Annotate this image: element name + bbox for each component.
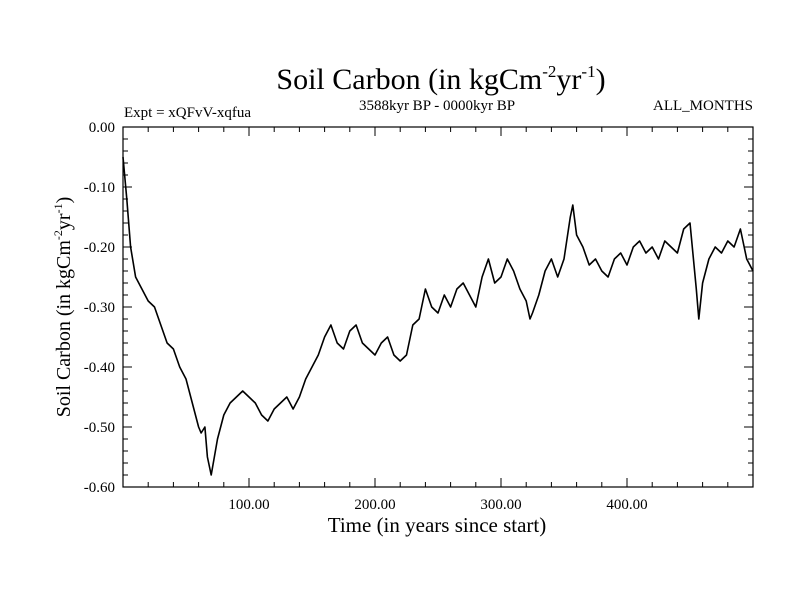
y-tick-label: -0.30 xyxy=(84,300,115,316)
y-axis-label-sup1: -2 xyxy=(51,230,65,240)
y-tick-label: -0.60 xyxy=(84,480,115,496)
chart-title-main: Soil Carbon (in kgCm xyxy=(276,63,542,96)
chart-title-mid: yr xyxy=(556,63,581,96)
experiment-label: Expt = xQFvV-xqfua xyxy=(124,105,251,121)
y-tick-label: -0.50 xyxy=(84,420,115,436)
chart-title-close: ) xyxy=(596,63,606,96)
x-axis-label: Time (in years since start) xyxy=(328,513,547,537)
chart-title: Soil Carbon (in kgCm-2yr-1) xyxy=(276,62,605,96)
plot-frame xyxy=(122,126,754,488)
x-tick-label: 300.00 xyxy=(480,497,521,513)
y-tick-label: -0.40 xyxy=(84,360,115,376)
axis-ticks: 0.00 -0.10 -0.20 -0.30 -0.40 -0.50 -0.60 100.00… xyxy=(84,120,753,513)
months-label: ALL_MONTHS xyxy=(653,98,753,114)
time-range-label: 3588kyr BP - 0000kyr BP xyxy=(359,98,515,114)
y-tick-label: -0.20 xyxy=(84,240,115,256)
y-tick-label: -0.10 xyxy=(84,180,115,196)
y-axis-label-close: ) xyxy=(53,197,75,204)
y-axis-label-sup2: -1 xyxy=(51,203,65,213)
y-axis-label-mid: yr xyxy=(53,213,75,230)
x-tick-label: 200.00 xyxy=(354,497,395,513)
chart-title-sup2: -1 xyxy=(581,62,595,81)
soil-carbon-series-line xyxy=(122,156,754,476)
y-tick-label: 0.00 xyxy=(89,120,115,136)
y-axis-label: Soil Carbon (in kgCm-2yr-1) xyxy=(51,197,75,418)
series-group xyxy=(122,156,754,476)
chart-title-sup1: -2 xyxy=(542,62,556,81)
x-tick-label: 400.00 xyxy=(606,497,647,513)
x-tick-label: 100.00 xyxy=(228,497,269,513)
y-axis-label-main: Soil Carbon (in kgCm xyxy=(53,240,75,418)
